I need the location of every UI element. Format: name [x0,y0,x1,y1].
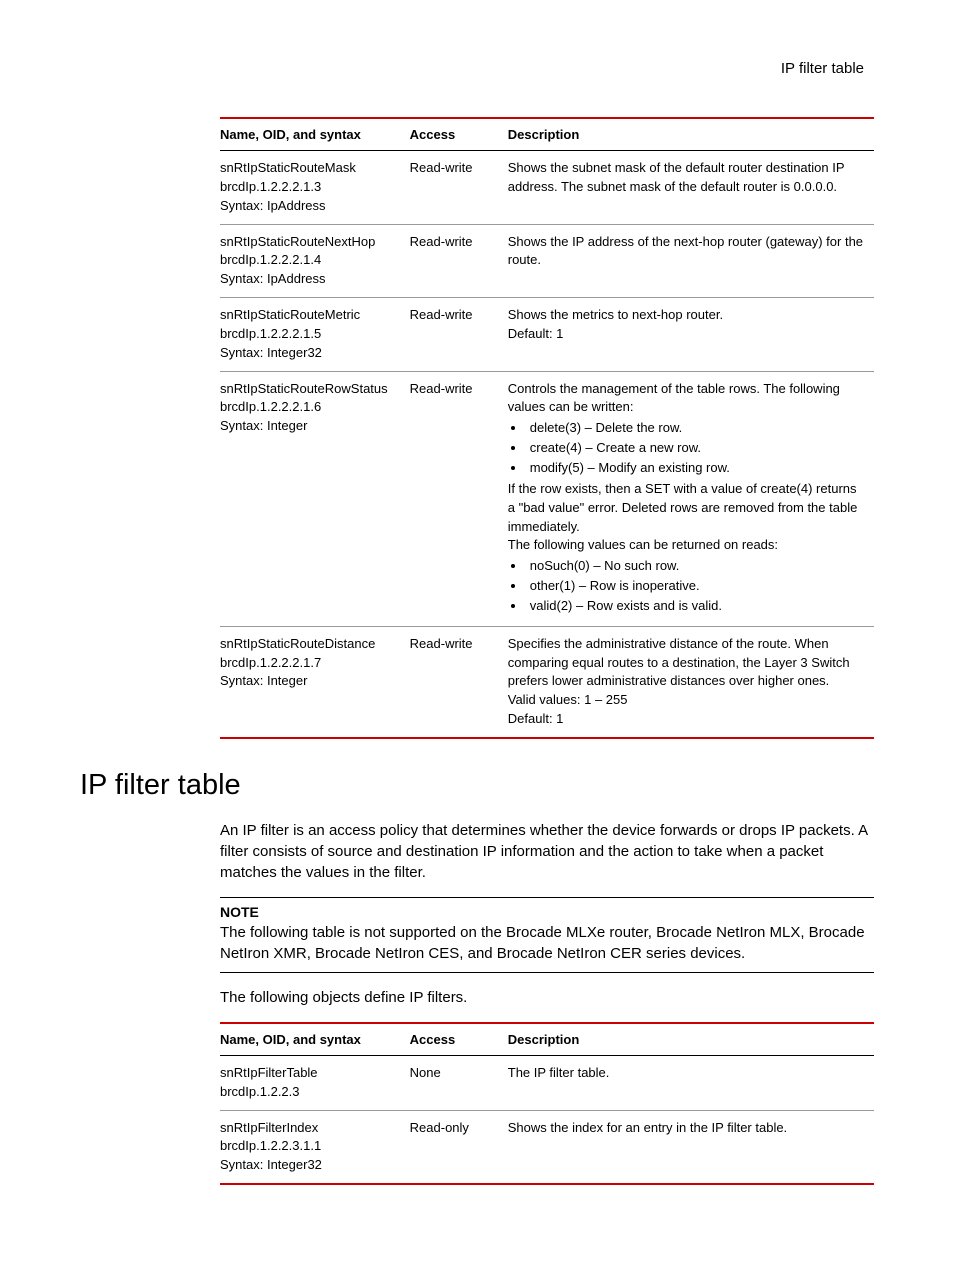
cell-name: snRtIpStaticRouteMetric brcdIp.1.2.2.2.1… [220,298,410,372]
cell-desc: Specifies the administrative distance of… [508,626,874,738]
note-block: NOTE The following table is not supporte… [220,897,874,973]
bullet-item: create(4) – Create a new row. [526,439,864,458]
desc-text: The following values can be returned on … [508,536,864,555]
oid-syntax: Syntax: IpAddress [220,270,400,289]
desc-text: The IP filter table. [508,1064,864,1083]
cell-access: Read-write [410,371,508,626]
desc-text: Default: 1 [508,710,864,729]
col-header-desc: Description [508,118,874,151]
cell-access: Read-write [410,298,508,372]
oid-name: snRtIpStaticRouteMetric [220,306,400,325]
oid-path: brcdIp.1.2.2.2.1.6 [220,398,400,417]
col-header-access: Access [410,118,508,151]
bullet-item: noSuch(0) – No such row. [526,557,864,576]
table-header-row: Name, OID, and syntax Access Description [220,118,874,151]
col-header-desc: Description [508,1023,874,1056]
bullet-item: modify(5) – Modify an existing row. [526,459,864,478]
cell-desc: The IP filter table. [508,1055,874,1110]
desc-bullet-list: noSuch(0) – No such row. other(1) – Row … [526,557,864,616]
bullet-item: delete(3) – Delete the row. [526,419,864,438]
table-header-row: Name, OID, and syntax Access Description [220,1023,874,1056]
oid-path: brcdIp.1.2.2.2.1.5 [220,325,400,344]
table-row: snRtIpStaticRouteRowStatus brcdIp.1.2.2.… [220,371,874,626]
desc-text: Shows the subnet mask of the default rou… [508,159,864,197]
note-label: NOTE [220,904,874,920]
col-header-access: Access [410,1023,508,1056]
col-header-name: Name, OID, and syntax [220,1023,410,1056]
oid-path: brcdIp.1.2.2.2.1.3 [220,178,400,197]
col-header-name: Name, OID, and syntax [220,118,410,151]
cell-desc: Shows the subnet mask of the default rou… [508,151,874,225]
desc-text: Shows the IP address of the next-hop rou… [508,233,864,271]
cell-desc: Shows the metrics to next-hop router. De… [508,298,874,372]
desc-text: Valid values: 1 – 255 [508,691,864,710]
desc-text: Shows the metrics to next-hop router. [508,306,864,325]
oid-syntax: Syntax: Integer32 [220,344,400,363]
cell-access: Read-write [410,151,508,225]
cell-name: snRtIpStaticRouteNextHop brcdIp.1.2.2.2.… [220,224,410,298]
table-row: snRtIpStaticRouteMask brcdIp.1.2.2.2.1.3… [220,151,874,225]
oid-path: brcdIp.1.2.2.3 [220,1083,400,1102]
cell-access: None [410,1055,508,1110]
cell-name: snRtIpFilterIndex brcdIp.1.2.2.3.1.1 Syn… [220,1110,410,1184]
table-row: snRtIpStaticRouteNextHop brcdIp.1.2.2.2.… [220,224,874,298]
oid-syntax: Syntax: Integer [220,417,400,436]
cell-desc: Shows the IP address of the next-hop rou… [508,224,874,298]
oid-name: snRtIpStaticRouteRowStatus [220,380,400,399]
desc-text: Specifies the administrative distance of… [508,635,864,692]
table-row: snRtIpFilterTable brcdIp.1.2.2.3 None Th… [220,1055,874,1110]
cell-name: snRtIpStaticRouteMask brcdIp.1.2.2.2.1.3… [220,151,410,225]
oid-name: snRtIpFilterIndex [220,1119,400,1138]
table-row: snRtIpFilterIndex brcdIp.1.2.2.3.1.1 Syn… [220,1110,874,1184]
cell-access: Read-write [410,626,508,738]
oid-path: brcdIp.1.2.2.2.1.4 [220,251,400,270]
desc-text: Shows the index for an entry in the IP f… [508,1119,864,1138]
cell-access: Read-only [410,1110,508,1184]
oid-path: brcdIp.1.2.2.3.1.1 [220,1137,400,1156]
desc-text: If the row exists, then a SET with a val… [508,480,864,537]
page-header-right: IP filter table [80,60,874,77]
cell-desc: Shows the index for an entry in the IP f… [508,1110,874,1184]
desc-bullet-list: delete(3) – Delete the row. create(4) – … [526,419,864,478]
cell-name: snRtIpStaticRouteDistance brcdIp.1.2.2.2… [220,626,410,738]
oid-name: snRtIpStaticRouteMask [220,159,400,178]
intro-paragraph: An IP filter is an access policy that de… [220,820,874,883]
oid-name: snRtIpFilterTable [220,1064,400,1083]
lead-paragraph: The following objects define IP filters. [220,987,874,1008]
cell-desc: Controls the management of the table row… [508,371,874,626]
oid-syntax: Syntax: IpAddress [220,197,400,216]
oid-syntax: Syntax: Integer [220,672,400,691]
table-row: snRtIpStaticRouteDistance brcdIp.1.2.2.2… [220,626,874,738]
ip-filter-table: Name, OID, and syntax Access Description… [220,1022,874,1185]
bullet-item: other(1) – Row is inoperative. [526,577,864,596]
oid-path: brcdIp.1.2.2.2.1.7 [220,654,400,673]
cell-name: snRtIpStaticRouteRowStatus brcdIp.1.2.2.… [220,371,410,626]
desc-text: Controls the management of the table row… [508,380,864,418]
cell-access: Read-write [410,224,508,298]
cell-name: snRtIpFilterTable brcdIp.1.2.2.3 [220,1055,410,1110]
note-text: The following table is not supported on … [220,922,874,964]
table-row: snRtIpStaticRouteMetric brcdIp.1.2.2.2.1… [220,298,874,372]
desc-text: Default: 1 [508,325,864,344]
section-heading: IP filter table [80,769,874,802]
bullet-item: valid(2) – Row exists and is valid. [526,597,864,616]
oid-name: snRtIpStaticRouteDistance [220,635,400,654]
oid-syntax: Syntax: Integer32 [220,1156,400,1175]
static-route-table: Name, OID, and syntax Access Description… [220,117,874,739]
oid-name: snRtIpStaticRouteNextHop [220,233,400,252]
